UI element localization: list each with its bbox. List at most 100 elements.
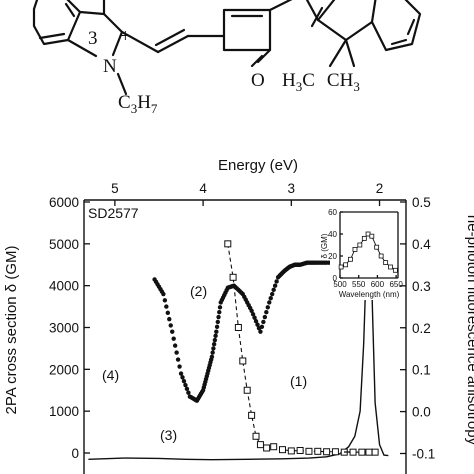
series-layer	[88, 226, 389, 461]
inset-xtick-label-500: 500	[333, 280, 347, 289]
series-2-point	[261, 319, 266, 325]
inset-point	[392, 267, 398, 273]
series-2-point	[180, 375, 185, 380]
series-3-line	[227, 243, 376, 453]
inset-ytick-label-20: 20	[328, 252, 337, 261]
inset-point	[369, 233, 375, 239]
series-2-point	[175, 357, 181, 362]
inset-series	[338, 231, 398, 273]
series-2-point	[177, 364, 182, 369]
top-tick-label-3: 3	[288, 181, 296, 196]
oxygen-atom: O	[251, 70, 265, 91]
series-2-point	[252, 315, 257, 320]
series-2-point	[171, 336, 176, 341]
series-3-point	[287, 447, 295, 455]
left-tick-label-6000: 6000	[49, 195, 79, 210]
right-benzene-ring	[370, 0, 422, 52]
right-tick-label-0.4: 0.4	[412, 237, 431, 252]
series-2-point	[250, 312, 256, 317]
inset-point	[383, 260, 389, 266]
series-3-point	[305, 447, 313, 455]
molecular-structure: 3 + N C3H7 O H3C CH3	[32, 0, 422, 116]
series-3-point	[239, 357, 247, 365]
inset-point	[388, 264, 393, 270]
inset-point	[378, 253, 384, 259]
series-2-point	[178, 371, 184, 376]
series-2-point	[274, 279, 279, 284]
inset-point	[343, 262, 349, 268]
series-2-point	[265, 305, 270, 310]
series-3-point	[256, 441, 264, 449]
right-tick-label-0.5: 0.5	[412, 195, 431, 210]
inset-point	[361, 235, 367, 241]
series-3-point	[252, 432, 260, 440]
series-2-point	[183, 382, 188, 388]
propyl-substituent: C3H7	[118, 92, 158, 116]
right-tick-label-0.1: 0.1	[412, 363, 431, 378]
inset-xtick-label-550: 550	[352, 280, 366, 289]
inset-point	[348, 256, 353, 262]
left-axis-ticks: 6000 5000 4000 3000 2000 1000 0	[49, 195, 90, 461]
series-2-point	[249, 308, 254, 313]
series-2-point	[167, 316, 172, 322]
right-axis-ticks: 0.5 0.4 0.3 0.2 0.1 0.0 -0.1	[400, 195, 435, 462]
series-3-point	[234, 324, 242, 331]
series-2-point	[174, 350, 179, 355]
nitrogen-atom: N	[103, 56, 117, 77]
right-axis-label: ne-photon fluorescence anisotropy	[464, 215, 474, 446]
series-2-point	[258, 329, 263, 334]
left-tick-label-3000: 3000	[49, 321, 79, 336]
series-2-point	[213, 333, 218, 339]
inset-xtick-label-650: 650	[389, 280, 403, 289]
top-tick-label-4: 4	[199, 181, 207, 196]
series-2-point	[165, 310, 171, 316]
series-2-point	[212, 337, 218, 343]
left-axis-label: 2PA cross section δ (GM)	[3, 246, 20, 415]
inset-x-label: Wavelength (nm)	[339, 290, 400, 299]
series-1-line	[88, 226, 389, 461]
sample-label: SD2577	[88, 205, 139, 221]
series-2-point	[272, 283, 278, 288]
series-2-point	[214, 324, 220, 330]
series-2-point	[186, 390, 191, 395]
series-3-point	[323, 448, 331, 456]
series-2-point	[216, 314, 221, 320]
top-axis-ticks: 5 4 3 2	[111, 181, 383, 206]
right-tick-label-0.2: 0.2	[412, 321, 431, 336]
series-3-point	[331, 448, 339, 456]
series-2-point	[168, 323, 173, 328]
series-2-point	[214, 329, 219, 334]
series-3-point	[224, 240, 232, 248]
series-2-point	[267, 300, 272, 305]
series-2-point	[264, 309, 269, 315]
inset-ticks: 500 550 600 650 0 20 40 60	[328, 208, 403, 289]
series-2-point	[253, 319, 259, 324]
methyl-stub-label: 3	[88, 28, 98, 49]
series-2-point	[211, 342, 217, 347]
inset-point	[357, 242, 363, 248]
left-tick-label-4000: 4000	[49, 279, 79, 294]
series-3-point	[314, 447, 322, 455]
left-tick-label-1000: 1000	[49, 404, 79, 419]
curve-label-3: (3)	[160, 427, 177, 443]
curve-label-2: (2)	[190, 283, 207, 299]
series-2-point	[209, 354, 215, 359]
inset-chart: 500 550 600 650 0 20 40 60 Wavelength (nm) δ (G…	[320, 206, 403, 300]
series-3-point	[248, 411, 256, 419]
inset-point	[352, 246, 358, 252]
left-tick-label-2000: 2000	[49, 362, 79, 377]
positive-charge: +	[120, 26, 131, 47]
series-3-point	[278, 446, 286, 454]
curve-label-1: (1)	[290, 373, 307, 389]
top-tick-label-2: 2	[376, 181, 384, 196]
inset-ytick-label-40: 40	[328, 230, 337, 239]
series-2-point	[268, 296, 273, 301]
top-tick-label-5: 5	[111, 181, 119, 196]
series-3-point	[270, 443, 278, 451]
series-3-point	[349, 448, 357, 456]
series-2-point	[210, 350, 215, 355]
series-2-point	[211, 346, 216, 351]
series-2-point	[172, 343, 178, 348]
